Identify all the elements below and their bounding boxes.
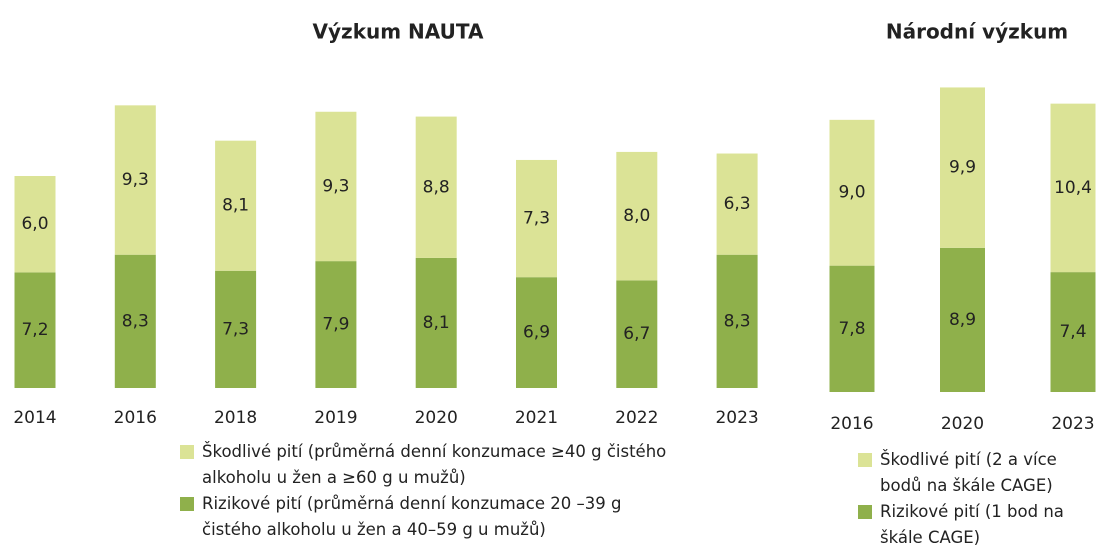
legend-swatch: [180, 445, 194, 459]
data-label: 7,9: [322, 315, 349, 335]
bar-segment: [716, 254, 758, 388]
chart-title: Výzkum NAUTA: [313, 20, 484, 44]
bar-segment: [616, 280, 658, 388]
data-label: 9,3: [322, 176, 349, 196]
legend-item: Rizikové pití (1 bod na škále CAGE): [858, 499, 1088, 550]
data-label: 8,1: [222, 196, 249, 216]
bar-segment: [716, 153, 758, 255]
data-label: 7,4: [1059, 322, 1086, 342]
bar-segment: [14, 272, 56, 388]
legend-label: Škodlivé pití (průměrná denní konzumace …: [202, 442, 667, 487]
bar-segment: [940, 247, 985, 392]
legend: Škodlivé pití (2 a více bodů na škále CA…: [858, 447, 1088, 550]
data-label: 6,9: [523, 323, 550, 343]
legend-label: Škodlivé pití (2 a více bodů na škále CA…: [880, 450, 1057, 495]
legend-swatch: [858, 505, 872, 519]
legend-item: Škodlivé pití (2 a více bodů na škále CA…: [858, 447, 1088, 499]
x-tick-label: 2019: [314, 408, 357, 428]
legend: Škodlivé pití (průměrná denní konzumace …: [180, 439, 680, 543]
bar-segment: [14, 176, 56, 273]
x-tick-label: 2016: [114, 408, 157, 428]
data-label: 7,8: [838, 319, 865, 339]
data-label: 7,3: [523, 209, 550, 229]
bar-segment: [114, 254, 156, 388]
chart-title: Národní výzkum: [886, 20, 1068, 44]
data-label: 9,9: [949, 158, 976, 178]
x-tick-label: 2018: [214, 408, 257, 428]
bar-segment: [1050, 103, 1096, 273]
data-label: 7,2: [21, 320, 48, 340]
data-label: 8,8: [423, 177, 450, 197]
x-tick-label: 2014: [13, 408, 56, 428]
x-tick-label: 2021: [515, 408, 558, 428]
bar-segment: [315, 111, 357, 262]
bar-segment: [829, 119, 875, 266]
legend-label: Rizikové pití (1 bod na škále CAGE): [880, 502, 1064, 547]
data-label: 8,1: [423, 313, 450, 333]
data-label: 8,3: [122, 311, 149, 331]
bar-segment: [616, 151, 658, 281]
bar-segment: [415, 116, 457, 258]
bar-segment: [415, 257, 457, 388]
data-label: 6,7: [623, 324, 650, 344]
x-tick-label: 2016: [830, 414, 873, 434]
bar-segment: [114, 105, 156, 255]
x-tick-label: 2020: [941, 414, 984, 434]
data-label: 9,0: [838, 183, 865, 203]
legend-item: Škodlivé pití (průměrná denní konzumace …: [180, 439, 680, 491]
x-tick-label: 2023: [1051, 414, 1094, 434]
x-tick-label: 2023: [715, 408, 758, 428]
legend-swatch: [180, 497, 194, 511]
bar-segment: [829, 265, 875, 392]
data-label: 10,4: [1054, 178, 1092, 198]
bar-segment: [516, 277, 557, 388]
data-label: 7,3: [222, 319, 249, 339]
legend-swatch: [858, 453, 872, 467]
data-label: 8,3: [724, 311, 751, 331]
bar-segment: [516, 159, 557, 278]
bar-segment: [215, 140, 257, 271]
bar-segment: [1050, 272, 1096, 392]
data-label: 6,0: [21, 214, 48, 234]
bar-segment: [215, 270, 257, 388]
bar-segment: [940, 87, 985, 248]
data-label: 8,9: [949, 310, 976, 330]
x-tick-label: 2020: [415, 408, 458, 428]
legend-label: Rizikové pití (průměrná denní konzumace …: [202, 494, 622, 539]
data-label: 8,0: [623, 206, 650, 226]
x-tick-label: 2022: [615, 408, 658, 428]
bar-segment: [315, 261, 357, 388]
legend-item: Rizikové pití (průměrná denní konzumace …: [180, 491, 680, 543]
data-label: 6,3: [724, 194, 751, 214]
data-label: 9,3: [122, 170, 149, 190]
